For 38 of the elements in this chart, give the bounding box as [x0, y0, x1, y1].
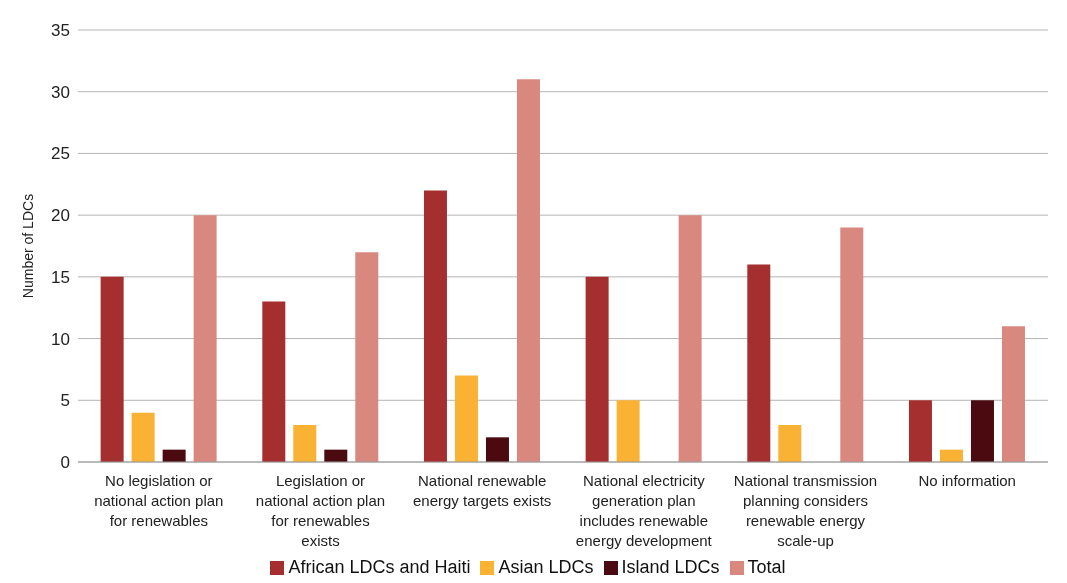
bar [908, 400, 932, 462]
y-tick-label: 20 [51, 206, 70, 226]
y-tick-label: 0 [60, 453, 70, 473]
y-tick-label: 5 [60, 391, 70, 411]
x-tick-label: National transmission planning considers renewable energy scale-up [733, 472, 878, 549]
bar [840, 227, 864, 462]
bar [970, 400, 994, 462]
x-tick-label: No information [918, 472, 1016, 489]
y-tick-label: 30 [51, 82, 70, 102]
legend-label: African LDCs and Haiti [288, 557, 471, 577]
bar [585, 276, 609, 462]
bar [131, 412, 155, 462]
bar [616, 400, 640, 462]
bar [678, 215, 702, 462]
bar [485, 437, 509, 462]
bar [516, 79, 540, 462]
bar [193, 215, 217, 462]
legend-label: Total [747, 557, 786, 577]
bar [100, 276, 124, 462]
bar [747, 264, 771, 462]
bar [355, 252, 379, 462]
x-tick-label: Legislation or national action plan for renewables exists [255, 472, 386, 549]
x-tick-label: National electricity generation plan includes renewable energy development [575, 472, 713, 549]
bar [454, 375, 478, 462]
y-tick-label: 35 [51, 21, 70, 41]
bar [293, 424, 317, 462]
bar [423, 190, 447, 462]
y-tick-label: 15 [51, 267, 70, 287]
legend-label: Asian LDCs [498, 557, 594, 577]
legend-label: Island LDCs [621, 557, 720, 577]
bar [1001, 326, 1025, 462]
y-tick-label: 25 [51, 144, 70, 164]
y-tick-label: 10 [51, 329, 70, 349]
bar [778, 424, 802, 462]
bar [262, 301, 286, 462]
y-axis-title: Number of LDCs [19, 193, 36, 299]
x-tick-label: National renewable energy targets exists [412, 472, 552, 509]
x-tick-label: No legislation or national action plan for renewables [94, 472, 224, 529]
